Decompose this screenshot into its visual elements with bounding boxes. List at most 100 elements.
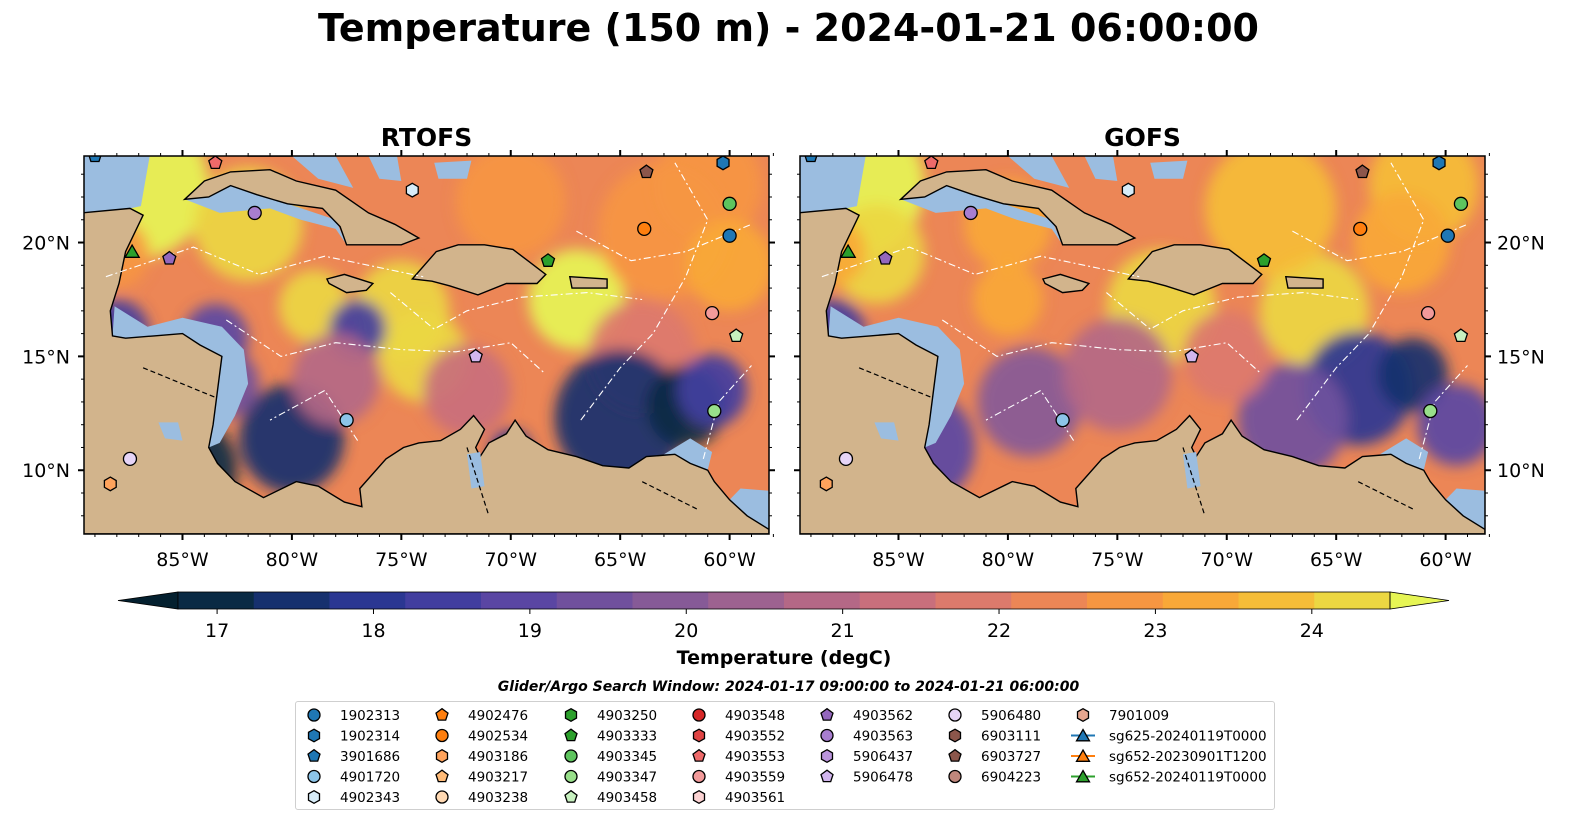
- legend-entry: 5906478: [820, 769, 913, 786]
- land-yucatan: [800, 207, 1485, 534]
- shallow-water: [1150, 160, 1188, 179]
- marker-4901720: [339, 412, 354, 428]
- marker-3901686: [804, 156, 818, 163]
- lon-tick-label: 80°W: [266, 549, 319, 571]
- marker-4903559: [1420, 305, 1436, 321]
- eez-boundary: [225, 319, 544, 373]
- legend-entry: 5906437: [820, 748, 913, 765]
- marker-4903559: [704, 305, 720, 321]
- country-borders: [858, 367, 1414, 516]
- legend-marker: [435, 790, 449, 804]
- legend-entry: 4902343: [307, 789, 400, 806]
- legend-entries: 1902313 1902314 3901686 4901720 4902343 49024…: [307, 707, 1267, 806]
- legend-label: 5906437: [853, 749, 913, 765]
- legend-entry: 6904223: [948, 769, 1041, 786]
- shallow-water: [664, 438, 713, 471]
- legend-label: 4902476: [468, 708, 528, 724]
- legend-marker: [307, 769, 321, 784]
- eez-boundary: [702, 365, 752, 460]
- eez-boundary: [105, 246, 424, 278]
- marker-3901686: [88, 156, 102, 163]
- land-jamaica: [1041, 273, 1091, 294]
- legend-label: 5906478: [853, 770, 913, 786]
- lon-tick-label: 75°W: [375, 549, 428, 571]
- lon-tick-label: 60°W: [703, 549, 756, 571]
- colorbar-segment: [784, 592, 861, 609]
- eez-boundary: [576, 223, 752, 262]
- legend-entry: sg652-20230901T1200: [1071, 748, 1267, 765]
- legend-entry: 4903186: [435, 748, 528, 765]
- legend-entry: sg652-20240119T0000: [1071, 769, 1267, 786]
- legend-entry: 6903727: [948, 748, 1041, 765]
- legend-label: 4903559: [725, 770, 785, 786]
- colorbar-segment: [859, 592, 937, 609]
- colorbar-segment: [1238, 592, 1315, 609]
- shallow-water: [291, 156, 354, 188]
- legend-marker: [307, 748, 321, 762]
- eez-boundary: [580, 162, 709, 421]
- legend-marker: [948, 769, 962, 784]
- legend-marker: [435, 769, 449, 783]
- marker-6903727: [1355, 164, 1370, 179]
- legend-label: 5906480: [981, 708, 1041, 724]
- lat-tick-label: 10°N: [22, 460, 70, 482]
- lon-tick-label: 80°W: [982, 549, 1035, 571]
- legend-marker: [1075, 748, 1091, 762]
- marker-4903186: [103, 476, 117, 492]
- colorbar-tick-label: 20: [674, 620, 698, 642]
- legend-marker: [564, 707, 578, 723]
- legend-entry: 4903347: [564, 770, 657, 786]
- legend-label: sg652-20240119T0000: [1109, 770, 1267, 786]
- marker-4903562: [162, 250, 177, 265]
- figure-title: Temperature (150 m) - 2024-01-21 06:00:0…: [317, 6, 1259, 50]
- legend-entry: 4903559: [692, 770, 785, 786]
- legend-marker: [435, 707, 449, 721]
- legend-marker: [692, 789, 706, 805]
- shallow-water: [434, 160, 472, 179]
- lon-tick-label: 65°W: [594, 549, 647, 571]
- land-florida: [247, 156, 293, 157]
- marker-1902314: [1432, 156, 1446, 171]
- legend-marker: [820, 748, 834, 764]
- marker-4902534: [1353, 221, 1368, 237]
- panel-frame: [799, 155, 1486, 535]
- colorbar-segment: [708, 592, 785, 609]
- colorbar: 17 18 19 20 21 22 23 24 Temperature (degC): [117, 591, 1450, 669]
- legend-marker: [435, 728, 449, 743]
- marker-1902313: [722, 228, 737, 243]
- shallow-water: [368, 156, 402, 181]
- land-cuba: [182, 168, 421, 246]
- lat-tick-label: 20°N: [1497, 233, 1545, 255]
- marker-4903186: [819, 476, 833, 492]
- colorbar-tick-label: 19: [518, 620, 542, 642]
- legend-entry: 4903333: [564, 728, 657, 745]
- map-panel-rtofs: RTOFS 85°W 80°W 75°W 70°W 65°W 60°W 20°N 15°N 10°…: [22, 123, 775, 571]
- legend-marker: [948, 708, 962, 722]
- legend-marker: [1075, 769, 1091, 783]
- marker-4903458: [1453, 328, 1469, 343]
- shallow-water: [184, 185, 347, 245]
- panel-title: RTOFS: [381, 123, 473, 152]
- marker-5906480: [122, 451, 138, 467]
- country-borders: [142, 367, 698, 516]
- legend-entry: 4903217: [435, 769, 528, 786]
- legend-entry: 3901686: [307, 748, 400, 765]
- colorbar-segment: [1162, 592, 1240, 609]
- marker-4903347: [1423, 403, 1438, 419]
- eez-boundary: [1296, 162, 1425, 421]
- legend-label: 4901720: [340, 770, 400, 786]
- marker-6903727: [639, 164, 654, 179]
- legend-label: 4903186: [468, 749, 528, 765]
- legend-label: 4903561: [725, 790, 785, 806]
- land-hispaniola: [410, 244, 547, 296]
- legend-marker: [307, 789, 321, 805]
- marker-sg652-20240119T0000: [839, 243, 857, 258]
- legend-marker: [564, 728, 578, 742]
- marker-4903553: [208, 156, 223, 170]
- land-yucatan: [84, 207, 769, 534]
- legend-marker: [307, 708, 321, 722]
- colorbar-segment: [632, 592, 709, 609]
- lat-tick-label: 15°N: [1497, 346, 1545, 368]
- legend: 1902313 1902314 3901686 4901720 4902343 49024…: [295, 701, 1275, 810]
- shallow-water: [729, 488, 769, 530]
